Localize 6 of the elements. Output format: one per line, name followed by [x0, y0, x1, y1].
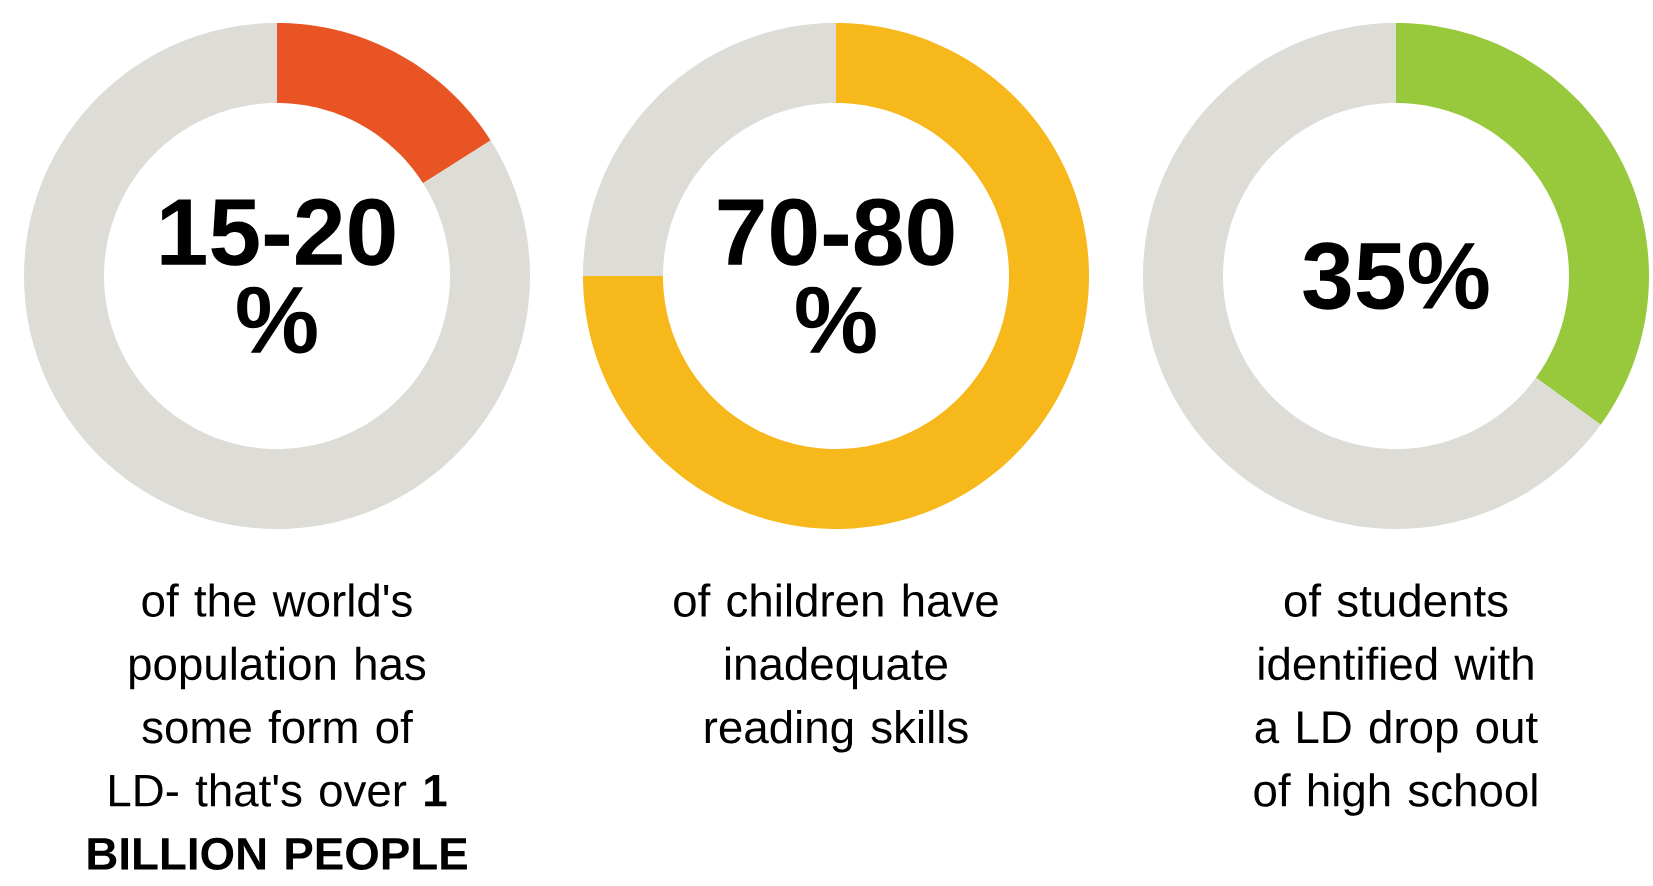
- text: of the world's population has some form of LD- that's over 1 BILLION PEOPLE: [88, 583, 467, 870]
- text: 70-80 %: [718, 198, 954, 354]
- text: 15-20 %: [161, 198, 395, 354]
- text: of students identified with a LD drop out of high school: [1254, 583, 1538, 816]
- text: 35%: [1303, 242, 1489, 310]
- text: of children have inadequate reading skills: [674, 583, 998, 753]
